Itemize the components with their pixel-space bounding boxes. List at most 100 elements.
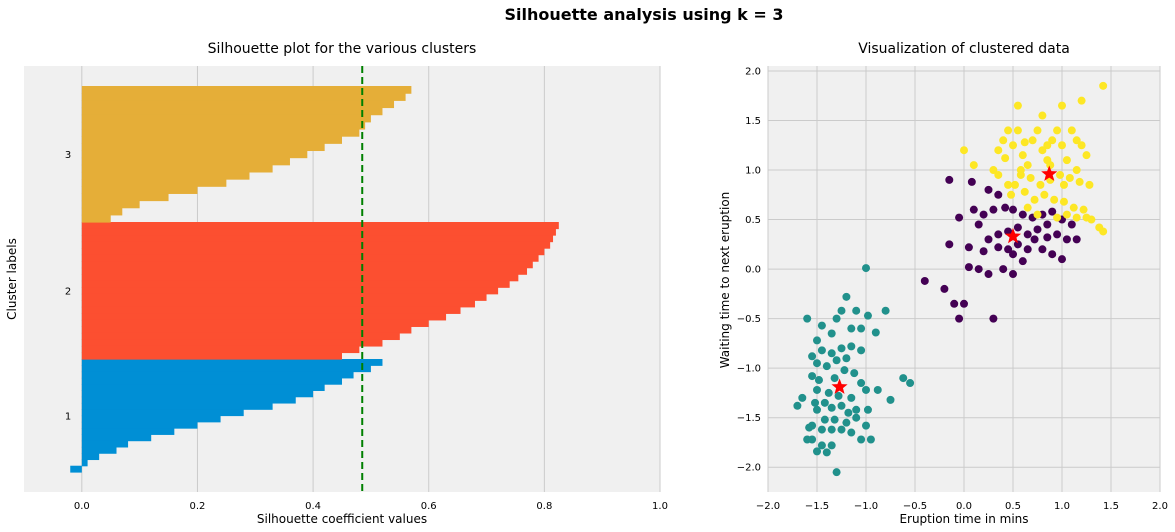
scatter-point xyxy=(1079,205,1088,214)
figure-suptitle: Silhouette analysis using k = 3 xyxy=(505,5,784,24)
scatter-point xyxy=(1058,141,1066,150)
scatter-point xyxy=(1072,166,1081,175)
scatter-point xyxy=(857,435,866,444)
scatter-point xyxy=(1030,235,1039,244)
scatter-point xyxy=(847,342,856,351)
scatter-point xyxy=(817,321,826,330)
scatter-point xyxy=(1067,126,1076,135)
scatter-x-tick-label: 1.0 xyxy=(1054,501,1070,512)
scatter-point xyxy=(1043,141,1052,150)
silhouette-bar xyxy=(81,365,371,373)
scatter-point xyxy=(862,385,870,394)
silhouette-bar xyxy=(81,186,198,194)
silhouette-bar xyxy=(81,434,152,442)
scatter-y-tick-label: 0.0 xyxy=(745,265,761,276)
silhouette-bar xyxy=(70,465,82,473)
scatter-x-tick-label: 1.5 xyxy=(1103,501,1119,512)
scatter-point xyxy=(832,356,841,365)
scatter-point xyxy=(1033,210,1042,219)
scatter-point xyxy=(974,220,983,229)
silhouette-bar xyxy=(81,200,140,209)
scatter-point xyxy=(1053,126,1062,135)
scatter-point xyxy=(832,468,841,477)
scatter-point xyxy=(830,374,839,383)
scatter-point xyxy=(1007,190,1016,199)
scatter-point xyxy=(1043,220,1052,229)
scatter-point xyxy=(1085,180,1094,189)
silhouette-y-axis-label: Cluster labels xyxy=(5,238,19,320)
silhouette-bar xyxy=(81,107,383,116)
scatter-point xyxy=(1033,126,1042,135)
silhouette-bar xyxy=(81,396,296,404)
silhouette-x-tick-label: 0.0 xyxy=(74,501,90,512)
scatter-point xyxy=(1010,180,1019,189)
silhouette-bar xyxy=(81,128,360,137)
scatter-point xyxy=(989,205,998,214)
scatter-point xyxy=(1018,151,1027,160)
scatter-point xyxy=(798,393,807,402)
silhouette-bar xyxy=(81,121,366,130)
scatter-point xyxy=(813,447,821,456)
scatter-point xyxy=(955,213,964,222)
silhouette-x-tick-label: 0.6 xyxy=(421,501,437,512)
scatter-y-axis-label: Waiting time to next eruption xyxy=(718,192,732,369)
silhouette-bar xyxy=(81,171,250,180)
scatter-point xyxy=(1075,177,1084,186)
scatter-point xyxy=(1077,96,1086,105)
scatter-point xyxy=(1040,190,1049,199)
scatter-point xyxy=(1065,173,1074,182)
scatter-series-1 xyxy=(920,175,1081,323)
scatter-point xyxy=(817,346,826,355)
scatter-point xyxy=(842,354,851,363)
scatter-point xyxy=(813,336,821,345)
scatter-point xyxy=(813,405,821,414)
cluster-scatter-plot: −2.0 −1.5 −1.0 −0.5 0.0 0.5 1.0 1.5 2.0 −2.0 −1.5… xyxy=(718,41,1168,526)
scatter-point xyxy=(857,379,866,388)
scatter-point xyxy=(820,415,829,424)
scatter-point xyxy=(1062,235,1071,244)
scatter-point xyxy=(1028,136,1037,145)
scatter-point xyxy=(886,395,895,404)
scatter-point xyxy=(1030,195,1039,204)
silhouette-bar xyxy=(81,241,551,249)
scatter-point xyxy=(1036,180,1045,189)
scatter-point xyxy=(940,284,949,293)
centroid-star xyxy=(831,378,848,394)
scatter-point xyxy=(820,398,829,407)
silhouette-bar xyxy=(81,235,554,243)
scatter-point xyxy=(852,405,861,414)
scatter-series-0 xyxy=(793,264,915,477)
silhouette-bar xyxy=(81,313,447,321)
scatter-point xyxy=(960,299,968,308)
scatter-point xyxy=(1048,250,1057,259)
scatter-series-2 xyxy=(960,81,1108,236)
scatter-point xyxy=(827,441,836,450)
scatter-y-tick-label: 0.5 xyxy=(745,215,761,226)
scatter-point xyxy=(1058,255,1066,264)
scatter-point xyxy=(1004,180,1013,189)
silhouette-bar xyxy=(81,421,198,429)
centroid-star xyxy=(1004,227,1022,244)
scatter-y-tick-label: −0.5 xyxy=(737,314,761,325)
scatter-point xyxy=(1026,173,1035,182)
scatter-point xyxy=(1023,230,1032,239)
scatter-point xyxy=(837,306,846,315)
scatter-point xyxy=(837,401,846,410)
scatter-x-tick-label: 0.5 xyxy=(1005,501,1021,512)
scatter-point xyxy=(899,374,908,383)
scatter-x-tick-label: 2.0 xyxy=(1152,501,1168,512)
scatter-point xyxy=(1053,230,1062,239)
scatter-point xyxy=(989,314,998,323)
silhouette-bar xyxy=(81,228,556,236)
silhouette-bar xyxy=(81,164,273,173)
silhouette-bar xyxy=(81,274,519,282)
scatter-point xyxy=(811,398,820,407)
scatter-point xyxy=(1020,138,1029,147)
cluster-label-1: 1 xyxy=(65,412,71,423)
scatter-point xyxy=(1059,197,1068,206)
silhouette-bar xyxy=(81,261,533,269)
scatter-point xyxy=(979,247,988,256)
silhouette-bar xyxy=(81,402,273,410)
scatter-point xyxy=(827,329,836,338)
scatter-point xyxy=(1023,203,1032,212)
